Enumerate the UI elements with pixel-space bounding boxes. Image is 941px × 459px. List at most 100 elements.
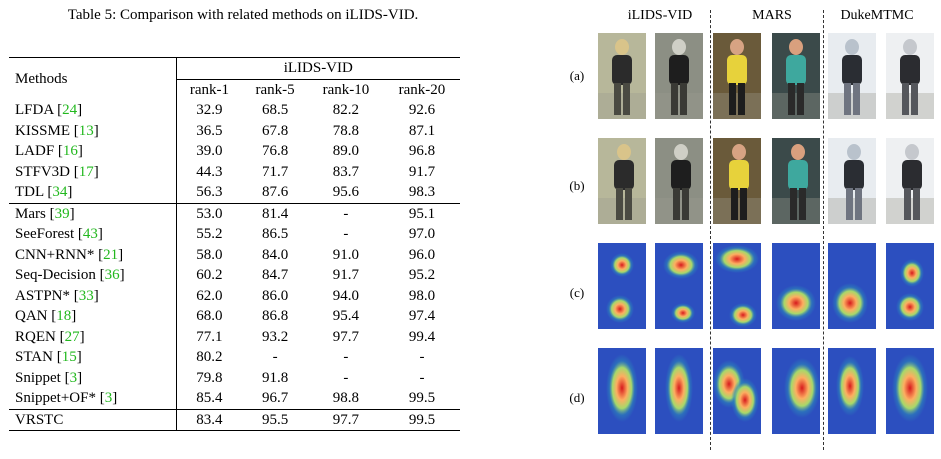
citation-link[interactable]: 39: [54, 205, 70, 222]
rank-value: 91.0: [332, 246, 360, 263]
column-title-duke: DukeMTMC: [840, 8, 914, 23]
method-star: *: [62, 287, 71, 304]
rank-value: 60.2: [196, 267, 223, 283]
rank-value: 84.7: [261, 267, 289, 283]
person-image-r1-c0: [598, 138, 646, 224]
method-cell: LADF [16]: [9, 141, 177, 162]
rank-value: 86.0: [261, 287, 289, 304]
citation-link[interactable]: 13: [78, 122, 94, 139]
method-cell: STFV3D [17]: [9, 161, 177, 182]
row-label-a: (a): [569, 68, 585, 83]
table-row: STAN [15] 80.2 - - -: [9, 347, 460, 368]
rank-value: 87.1: [408, 122, 436, 139]
rank-value: 77.1: [196, 328, 223, 345]
rank-value: 95.6: [332, 184, 360, 200]
citation-link[interactable]: 15: [61, 349, 77, 365]
rank-value: 79.8: [196, 369, 223, 386]
rank-value: 97.0: [408, 226, 436, 242]
rank-value: 96.8: [408, 143, 436, 159]
method-cell: VRSTC: [9, 408, 177, 431]
attention-heatmap-r3-c3: [772, 348, 820, 434]
rank-value: 91.8: [261, 369, 289, 386]
qualitative-figure: iLIDS-VID MARS DukeMTMC (a) (b) (c) (d): [560, 0, 941, 459]
row-label-b: (b): [569, 178, 585, 193]
rank-value: 98.0: [408, 287, 436, 304]
rank-value: 68.5: [261, 102, 289, 118]
rank-value: 68.0: [196, 308, 223, 324]
citation-link[interactable]: 24: [62, 102, 78, 118]
method-cell: Mars [39]: [9, 202, 177, 224]
rank-value: 98.3: [408, 184, 436, 200]
rank-value: -: [343, 369, 349, 386]
rank-value: 83.7: [332, 163, 360, 180]
rank-header: rank-1: [176, 78, 243, 100]
rank-value: 99.5: [383, 408, 460, 431]
citation-link[interactable]: 34: [52, 184, 68, 200]
attention-heatmap-r2-c5: [886, 243, 934, 329]
citation-link[interactable]: 27: [64, 328, 80, 345]
method-cell: SeeForest [43]: [9, 224, 177, 245]
attention-heatmap-r3-c0: [598, 348, 646, 434]
rank-value: 86.5: [261, 226, 289, 242]
rank-value: 56.3: [196, 184, 223, 200]
citation-link[interactable]: 17: [78, 163, 94, 180]
rank-value: 82.2: [332, 102, 360, 118]
citation-link[interactable]: 3: [69, 369, 78, 386]
person-image-r1-c3: [772, 138, 820, 224]
rank-value: 95.1: [383, 202, 460, 224]
citation-link[interactable]: 3: [104, 390, 113, 406]
method-star: *: [86, 246, 95, 263]
method-cell: CNN+RNN* [21]: [9, 244, 177, 265]
method-name: VRSTC: [15, 411, 64, 428]
rank-header: rank-10: [307, 78, 384, 100]
rank-value: 91.7: [332, 267, 360, 283]
method-cell: QAN [18]: [9, 306, 177, 327]
rank-value: 81.4: [242, 202, 308, 224]
person-image-r0-c3: [772, 33, 820, 119]
rank-value: 85.4: [196, 390, 223, 406]
method-cell: ASTPN* [33]: [9, 285, 177, 306]
column-title-mars: MARS: [752, 8, 792, 23]
rank-header: rank-20: [383, 78, 460, 100]
rank-value: 80.2: [196, 349, 223, 365]
citation-link[interactable]: 16: [62, 143, 78, 159]
citation-link[interactable]: 18: [56, 308, 72, 324]
citation-link[interactable]: 21: [103, 246, 119, 263]
table-header-row: Methods iLIDS-VID: [9, 57, 460, 100]
table-row: KISSME [13] 36.5 67.8 78.8 87.1: [9, 120, 460, 141]
rank-value: 99.4: [408, 328, 436, 345]
person-image-r1-c1: [655, 138, 703, 224]
citation-link[interactable]: 43: [82, 226, 98, 242]
method-name: STFV3D: [15, 163, 71, 180]
person-image-r1-c5: [886, 138, 934, 224]
citation-link[interactable]: 36: [104, 267, 120, 283]
rank-value: 39.0: [196, 143, 223, 159]
attention-heatmap-r2-c1: [655, 243, 703, 329]
rank-header: rank-5: [242, 78, 308, 100]
attention-heatmap-r3-c2: [713, 348, 761, 434]
method-name: LADF: [15, 143, 55, 159]
method-cell: Snippet+OF* [3]: [9, 388, 177, 409]
rank-value: 93.2: [261, 328, 289, 345]
rank-value: 62.0: [196, 287, 223, 304]
row-label-d: (d): [569, 390, 585, 405]
rank-value: 95.5: [242, 408, 308, 431]
rank-value: 96.7: [261, 390, 289, 406]
rank-value: -: [419, 369, 425, 386]
citation-link[interactable]: 33: [78, 287, 94, 304]
method-name: Mars: [15, 205, 46, 222]
rank-value: 98.8: [332, 390, 360, 406]
table-row: TDL [34] 56.3 87.6 95.6 98.3: [9, 182, 460, 203]
attention-heatmap-r2-c4: [828, 243, 876, 329]
table-row: Snippet [3] 79.8 91.8 - -: [9, 367, 460, 388]
attention-heatmap-r3-c5: [886, 348, 934, 434]
method-name: LFDA: [15, 102, 54, 118]
method-cell: LFDA [24]: [9, 100, 177, 121]
rank-value: 83.4: [176, 408, 243, 431]
method-name: QAN: [15, 308, 48, 324]
method-name: TDL: [15, 184, 44, 200]
method-name: Snippet: [15, 369, 61, 386]
rank-value: 95.4: [332, 308, 360, 324]
person-image-r1-c2: [713, 138, 761, 224]
person-image-r0-c2: [713, 33, 761, 119]
